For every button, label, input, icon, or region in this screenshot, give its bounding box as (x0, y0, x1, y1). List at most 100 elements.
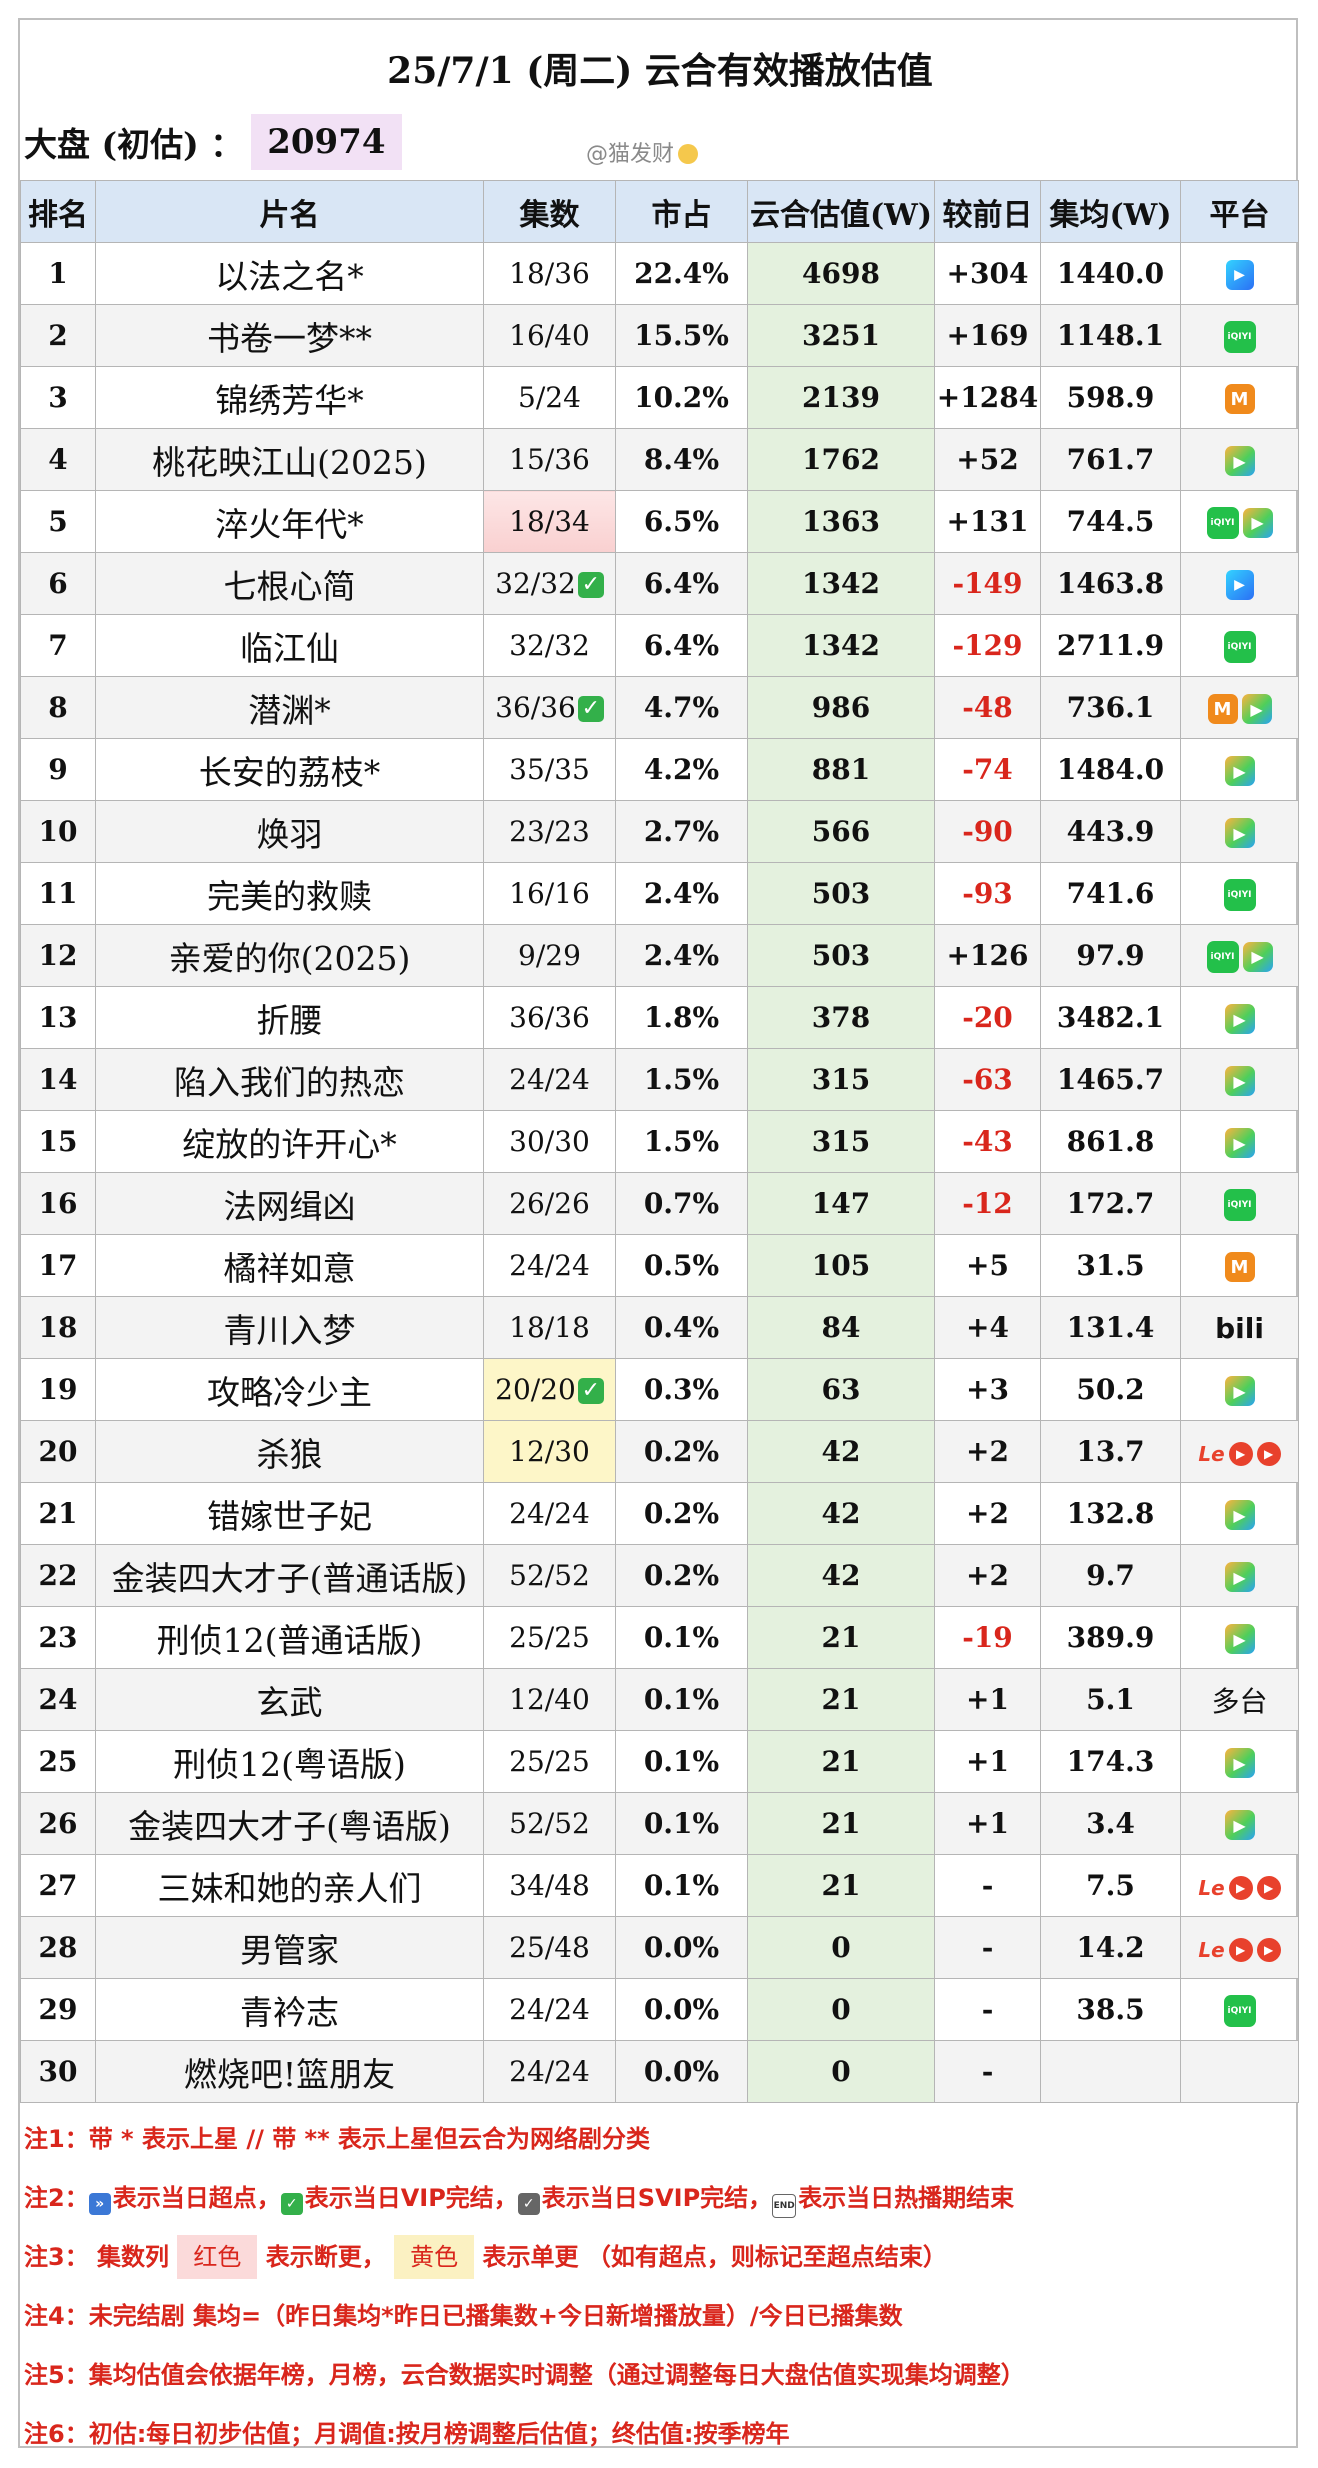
per-episode-cell: 9.7 (1040, 1544, 1181, 1607)
change-cell-text: +5 (966, 1249, 1009, 1282)
share-cell-text: 8.4% (643, 443, 720, 476)
episodes-cell-text: 30/30 (509, 1125, 590, 1158)
market-label: 大盘 (初估) ： (24, 125, 244, 164)
iqiyi-icon: iQIYI (1223, 630, 1256, 663)
share-cell-text: 2.7% (643, 815, 720, 848)
youku-icon: ▶ (1225, 570, 1254, 601)
change-cell: - (934, 1978, 1041, 2041)
title-cell: 三妹和她的亲人们 (95, 1854, 484, 1917)
tencent-video-icon: ▶ (1224, 1624, 1255, 1655)
note-4: 注4：未完结剧 集均=（昨日集均*昨日已播集数+今日新增播放量）/今日已播集数 (24, 2302, 903, 2330)
episodes-cell-text: 25/25 (509, 1621, 590, 1654)
episodes-cell: 16/16 (483, 862, 616, 925)
title-cell-text: 绽放的许开心* (182, 1124, 397, 1164)
iqiyi-icon: iQIYI (1206, 506, 1239, 539)
estimate-cell-text: 21 (821, 1683, 861, 1716)
rank-cell: 11 (20, 862, 96, 925)
change-cell-text: +1 (966, 1807, 1009, 1840)
estimate-cell-text: 378 (811, 1001, 871, 1034)
share-cell-text: 0.1% (643, 1621, 720, 1654)
platform-cell: ▶ (1180, 1048, 1299, 1111)
episodes-cell: 24/24 (483, 1482, 616, 1545)
per-episode-cell: 14.2 (1040, 1916, 1181, 1979)
play-circle-icon: ▶ (1228, 1937, 1253, 1962)
episodes-cell: 24/24 (483, 1048, 616, 1111)
episodes-cell-text: 15/36 (509, 443, 590, 476)
share-cell-text: 1.5% (643, 1125, 720, 1158)
per-episode-cell-text: 1463.8 (1056, 567, 1165, 600)
platform-cell: Le ▶ ▶ (1180, 1916, 1299, 1979)
tencent-video-icon: ▶ (1224, 818, 1255, 849)
title-cell-text: 燃烧吧!篮朋友 (183, 2054, 396, 2094)
title-cell: 完美的救赎 (95, 862, 484, 925)
rank-cell: 17 (20, 1234, 96, 1297)
estimate-cell-text: 503 (811, 939, 871, 972)
rank-cell-text: 21 (38, 1497, 78, 1530)
estimate-cell-text: 42 (821, 1497, 861, 1530)
estimate-cell-text: 881 (811, 753, 871, 786)
per-episode-cell-text: 13.7 (1076, 1435, 1145, 1468)
episodes-cell-text: 25/48 (509, 1931, 590, 1964)
estimate-cell: 42 (747, 1420, 935, 1483)
per-episode-cell-text: 761.7 (1066, 443, 1155, 476)
per-episode-cell: 1484.0 (1040, 738, 1181, 801)
estimate-cell: 503 (747, 924, 935, 987)
change-cell-text: -93 (962, 877, 1013, 910)
share-cell-text: 0.0% (643, 2055, 720, 2088)
mango-tv-icon: M (1224, 384, 1255, 415)
rank-cell: 21 (20, 1482, 96, 1545)
title-cell-text: 杀狼 (256, 1434, 323, 1474)
estimate-cell-text: 3251 (802, 319, 880, 352)
col-header-per-episode: 集均(W) (1040, 180, 1181, 243)
title-cell: 亲爱的你(2025) (95, 924, 484, 987)
per-episode-cell: 7.5 (1040, 1854, 1181, 1917)
estimate-cell-text: 4698 (802, 257, 880, 290)
rank-cell-text: 6 (48, 567, 68, 600)
per-episode-cell-text: 9.7 (1086, 1559, 1135, 1592)
change-cell: +1 (934, 1668, 1041, 1731)
title-cell-text: 玄武 (256, 1682, 323, 1722)
estimate-cell-text: 315 (811, 1125, 871, 1158)
rank-cell-text: 11 (38, 877, 78, 910)
share-cell: 1.5% (615, 1048, 748, 1111)
table-row: 17 橘祥如意 24/24 0.5% 105 +5 31.5 M (20, 1234, 1299, 1297)
per-episode-cell-text: 131.4 (1066, 1311, 1155, 1344)
episodes-cell-text: 35/35 (509, 753, 590, 786)
title-cell-text: 亲爱的你(2025) (168, 938, 411, 978)
rank-cell: 24 (20, 1668, 96, 1731)
vip-finished-check-icon: ✓ (577, 696, 604, 722)
per-episode-cell: 131.4 (1040, 1296, 1181, 1359)
title-cell-text: 金装四大才子(普通话版) (111, 1558, 468, 1598)
per-episode-cell: 736.1 (1040, 676, 1181, 739)
title-cell: 绽放的许开心* (95, 1110, 484, 1173)
table-row: 8 潜渊* 36/36 ✓ 4.7% 986 -48 736.1 M ▶ (20, 676, 1299, 739)
rank-cell: 1 (20, 242, 96, 305)
play-circle-icon: ▶ (1256, 1875, 1281, 1900)
change-cell: +2 (934, 1482, 1041, 1545)
share-cell-text: 6.4% (643, 629, 720, 662)
platform-cell: iQIYI (1180, 1978, 1299, 2041)
per-episode-cell: 174.3 (1040, 1730, 1181, 1793)
estimate-cell: 147 (747, 1172, 935, 1235)
share-cell: 0.2% (615, 1420, 748, 1483)
share-cell-text: 0.4% (643, 1311, 720, 1344)
platform-cell: M ▶ (1180, 676, 1299, 739)
title-cell-text: 临江仙 (240, 628, 339, 668)
estimate-cell: 21 (747, 1854, 935, 1917)
page-title: 25/7/1 (周二) 云合有效播放估值 (387, 50, 933, 92)
episodes-cell: 24/24 (483, 1978, 616, 2041)
share-cell-text: 1.5% (643, 1063, 720, 1096)
change-cell-text: +131 (946, 505, 1029, 538)
episodes-cell-text: 12/40 (509, 1683, 590, 1716)
title-cell: 男管家 (95, 1916, 484, 1979)
estimate-cell: 0 (747, 1978, 935, 2041)
platform-cell: ▶ (1180, 738, 1299, 801)
estimate-cell: 503 (747, 862, 935, 925)
note-3-mid: 表示断更， (265, 2243, 386, 2271)
share-cell: 0.3% (615, 1358, 748, 1421)
change-cell-text: -90 (962, 815, 1013, 848)
per-episode-cell-text: 443.9 (1066, 815, 1155, 848)
episodes-cell: 5/24 (483, 366, 616, 429)
title-cell: 法网缉凶 (95, 1172, 484, 1235)
rank-cell-text: 28 (38, 1931, 78, 1964)
